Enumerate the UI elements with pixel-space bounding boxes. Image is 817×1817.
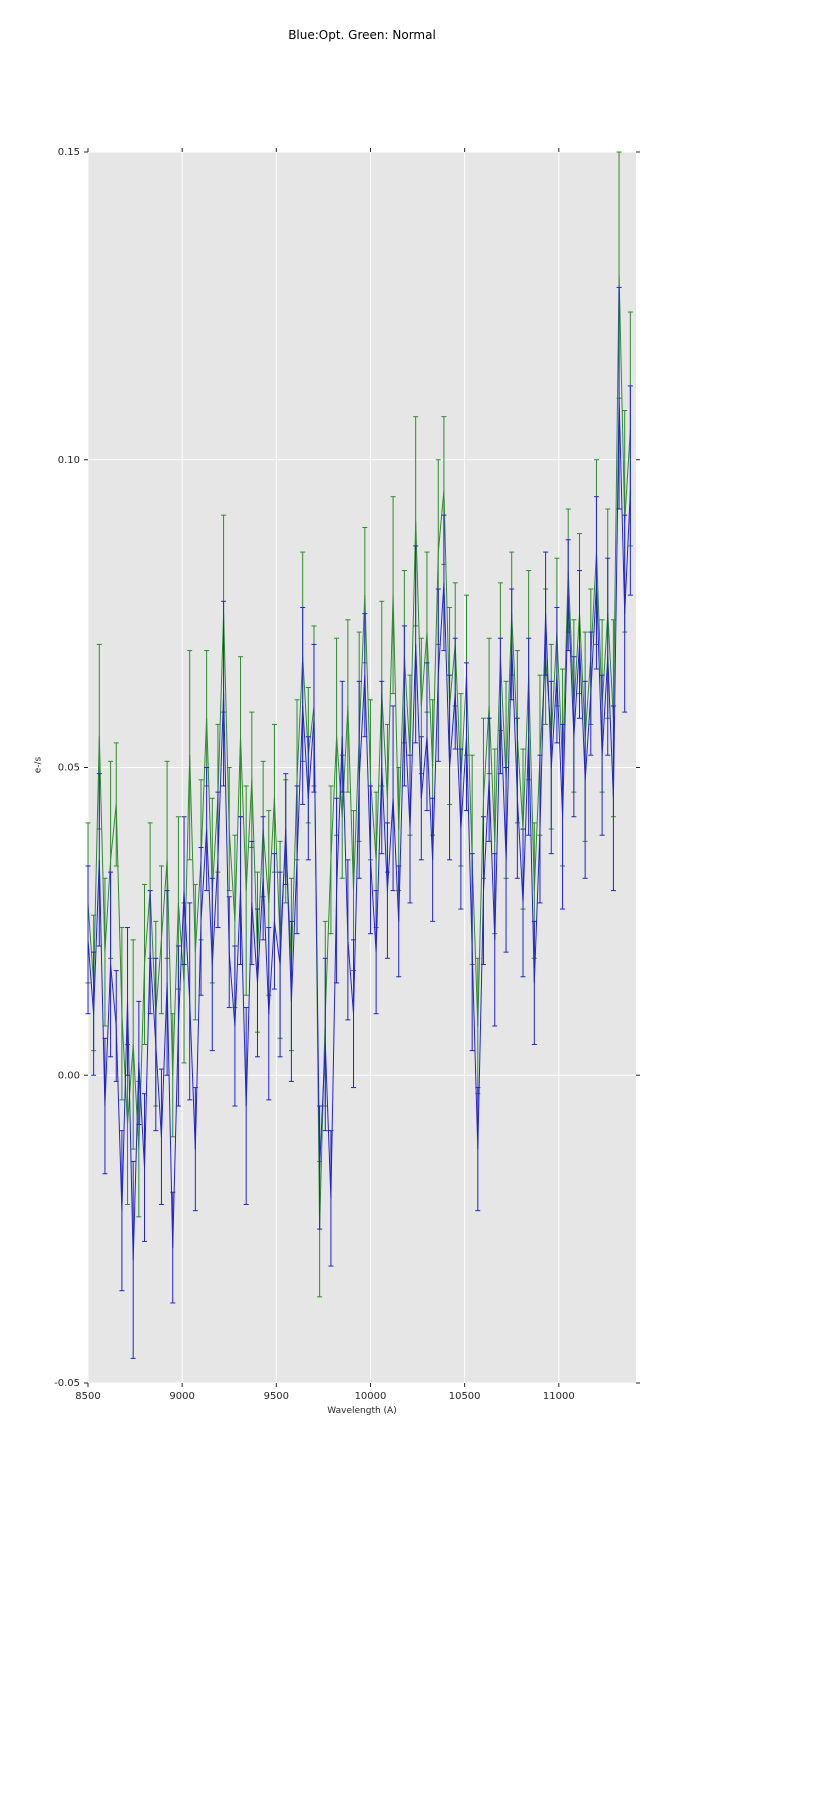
x-axis-label: Wavelength (A)	[327, 1406, 397, 1416]
x-tick-label: 9500	[264, 1391, 289, 1402]
x-tick-label: 9000	[169, 1391, 194, 1402]
x-tick-label: 10000	[355, 1391, 387, 1402]
y-tick-label: 0.15	[58, 147, 80, 158]
x-tick-label: 8500	[75, 1391, 100, 1402]
chart-title: Blue:Opt. Green: Normal	[288, 28, 436, 42]
series-opt-	[85, 286, 633, 1359]
x-tick-label: 11000	[543, 1391, 575, 1402]
y-tick-label: 0.10	[58, 455, 80, 466]
y-axis-label: e-/s	[33, 756, 44, 774]
x-tick-label: 10500	[449, 1391, 481, 1402]
data-line	[87, 397, 631, 1261]
tick-marks	[84, 148, 640, 1387]
y-tick-label: 0.05	[58, 763, 80, 774]
y-tick-label: 0.00	[58, 1070, 80, 1081]
y-tick-label: -0.05	[54, 1378, 80, 1389]
tick-labels: -0.05 0.00 0.05 0.10 0.15 8500 9000 9500 10000 10…	[54, 147, 575, 1402]
